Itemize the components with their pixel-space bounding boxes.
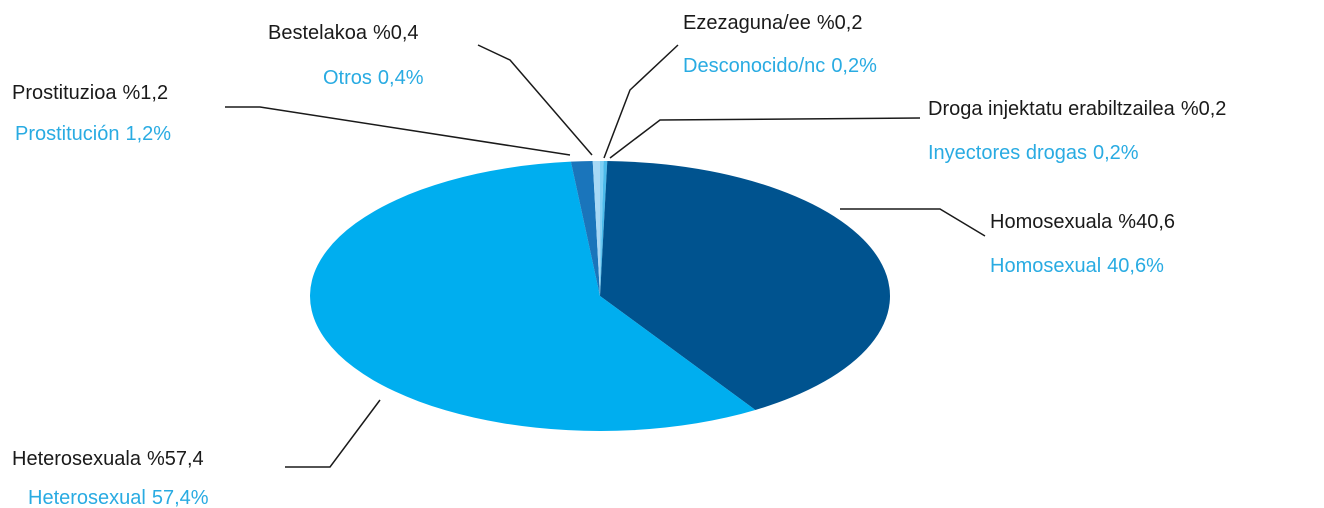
leader-line — [603, 44, 679, 159]
category-name: Ezezaguna/ee — [683, 12, 811, 34]
value-label-es: 57,4% — [152, 487, 209, 508]
value-label: %0,2 — [817, 12, 863, 34]
category-name: Bestelakoa — [268, 22, 368, 44]
category-name-es: Heterosexual — [28, 487, 146, 508]
slice-label-es: Prostitución 1,2% — [15, 123, 171, 145]
leader-line — [609, 117, 921, 159]
value-label: %57,4 — [147, 448, 204, 470]
slice-label-es: Otros 0,4% — [323, 67, 424, 89]
category-name: Droga injektatu erabiltzailea — [928, 98, 1176, 120]
leader-line — [225, 106, 571, 156]
slice-label: Droga injektatu erabiltzailea %0,2 — [928, 98, 1226, 120]
slice-label: Bestelakoa %0,4 — [268, 22, 419, 44]
pie-slice — [600, 161, 604, 296]
slice-label-es: Inyectores drogas 0,2% — [928, 142, 1139, 164]
leader-line — [477, 44, 593, 156]
pie-slice — [600, 161, 891, 410]
value-label: %40,6 — [1118, 211, 1175, 233]
pie-slice — [570, 161, 600, 296]
pie-slice — [310, 161, 756, 431]
value-label-es: 40,6% — [1107, 255, 1164, 277]
value-label-es: 1,2% — [126, 123, 172, 145]
pie-slice — [592, 161, 600, 296]
category-name: Heterosexuala — [12, 448, 142, 470]
category-name: Prostituzioa — [12, 82, 117, 104]
pie-slice — [600, 161, 608, 296]
value-label-es: 0,4% — [378, 67, 424, 89]
value-label-es: 0,2% — [831, 55, 877, 77]
category-name-es: Homosexual — [990, 255, 1101, 277]
slice-label-es: Desconocido/nc 0,2% — [683, 55, 877, 77]
category-name-es: Desconocido/nc — [683, 55, 825, 77]
category-name-es: Otros — [323, 67, 372, 89]
value-label-es: 0,2% — [1093, 142, 1139, 164]
slice-label: Homosexuala %40,6 — [990, 211, 1175, 233]
slice-label: Prostituzioa %1,2 — [12, 82, 168, 104]
slice-label: Ezezaguna/ee %0,2 — [683, 12, 862, 34]
value-label: %0,2 — [1181, 98, 1227, 120]
leader-lines — [225, 44, 986, 468]
slice-label-es: Homosexual 40,6% — [990, 255, 1164, 277]
value-label: %1,2 — [123, 82, 169, 104]
slice-label: Heterosexuala %57,4 — [12, 448, 204, 470]
category-name: Homosexuala — [990, 211, 1113, 233]
slice-label-es: Heterosexual 57,4% — [28, 487, 209, 508]
category-name-es: Inyectores drogas — [928, 142, 1087, 164]
leader-line — [840, 208, 986, 237]
value-label: %0,4 — [373, 22, 419, 44]
leader-line — [285, 399, 381, 468]
category-name-es: Prostitución — [15, 123, 120, 145]
